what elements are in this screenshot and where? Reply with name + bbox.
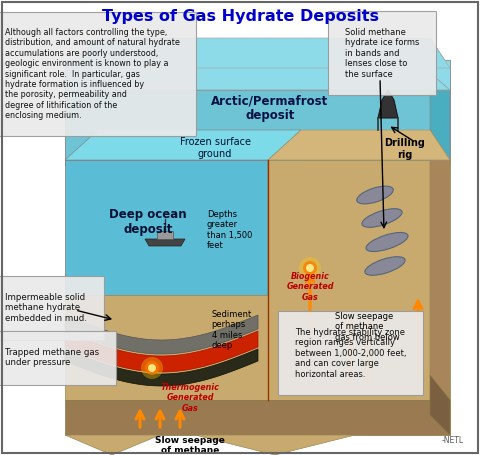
Polygon shape — [65, 68, 450, 160]
Circle shape — [299, 257, 321, 279]
Polygon shape — [65, 60, 450, 90]
Circle shape — [141, 357, 163, 379]
Polygon shape — [430, 130, 450, 400]
Text: -NETL: -NETL — [442, 436, 464, 445]
Polygon shape — [268, 130, 301, 295]
Ellipse shape — [365, 257, 405, 275]
Polygon shape — [65, 160, 268, 295]
Polygon shape — [65, 295, 268, 400]
Polygon shape — [65, 400, 450, 435]
Text: Drilling
rig: Drilling rig — [384, 138, 425, 160]
Polygon shape — [157, 231, 173, 239]
Text: Thermogenic
Generated
Gas: Thermogenic Generated Gas — [161, 383, 219, 413]
Polygon shape — [430, 38, 450, 160]
Polygon shape — [145, 239, 185, 246]
Polygon shape — [65, 60, 450, 90]
Polygon shape — [65, 435, 160, 455]
Polygon shape — [195, 435, 355, 455]
Text: Sediment
perhaps
4 miles
deep: Sediment perhaps 4 miles deep — [212, 310, 252, 350]
Ellipse shape — [357, 186, 393, 204]
Polygon shape — [65, 38, 450, 68]
Polygon shape — [430, 375, 450, 435]
Text: Trapped methane gas
under pressure: Trapped methane gas under pressure — [5, 348, 99, 367]
Polygon shape — [65, 349, 258, 386]
Text: Solid methane
hydrate ice forms
in bands and
lenses close to
the surface: Solid methane hydrate ice forms in bands… — [345, 28, 420, 79]
Text: Biogenic
Generated
Gas: Biogenic Generated Gas — [286, 272, 334, 302]
Text: Frozen surface
ground: Frozen surface ground — [180, 137, 251, 159]
Polygon shape — [378, 90, 398, 118]
Text: Arctic/Permafrost
deposit: Arctic/Permafrost deposit — [211, 94, 329, 122]
Polygon shape — [268, 130, 450, 160]
Polygon shape — [65, 331, 258, 372]
Text: The hydrate stability zone
region ranges vertically
between 1,000-2,000 feet,
an: The hydrate stability zone region ranges… — [295, 328, 407, 379]
Polygon shape — [268, 160, 450, 400]
Text: Although all factors controlling the type,
distribution, and amount of natural h: Although all factors controlling the typ… — [5, 28, 180, 120]
Circle shape — [145, 361, 159, 375]
Ellipse shape — [366, 233, 408, 252]
Polygon shape — [65, 90, 450, 165]
Polygon shape — [65, 315, 258, 354]
Circle shape — [303, 261, 317, 275]
Text: Depths
greater
than 1,500
feet: Depths greater than 1,500 feet — [206, 210, 252, 250]
Text: Impermeable solid
methane hydrate
embedded in mud.: Impermeable solid methane hydrate embedd… — [5, 293, 87, 323]
Text: Deep ocean
deposit: Deep ocean deposit — [109, 208, 187, 236]
Ellipse shape — [362, 209, 402, 228]
Polygon shape — [65, 130, 301, 160]
Text: Slow seepage
of methane
gas from below: Slow seepage of methane gas from below — [335, 312, 400, 342]
Circle shape — [306, 264, 314, 272]
Polygon shape — [100, 60, 450, 90]
Text: Slow seepage
of methane
gas from below: Slow seepage of methane gas from below — [151, 436, 229, 455]
Text: Types of Gas Hydrate Deposits: Types of Gas Hydrate Deposits — [101, 9, 379, 24]
Circle shape — [148, 364, 156, 372]
